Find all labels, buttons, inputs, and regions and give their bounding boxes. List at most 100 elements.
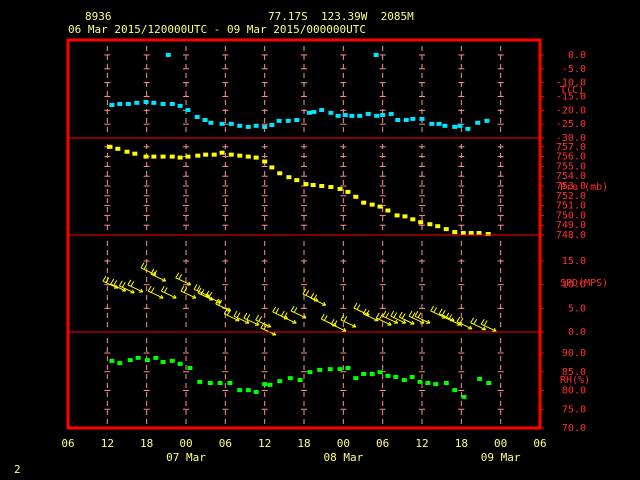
data-point [468, 231, 474, 236]
data-point [207, 381, 213, 385]
data-point [132, 151, 138, 156]
wind-barb [175, 272, 192, 286]
data-point [165, 52, 171, 57]
wind-barb [398, 311, 415, 325]
wind-barb [180, 285, 197, 299]
data-point [245, 124, 251, 129]
data-point [377, 370, 383, 375]
wind-barb [280, 310, 297, 324]
data-point [144, 358, 150, 363]
data-point [127, 358, 133, 363]
plot-frame [66, 38, 542, 430]
x-tick-label: 06 [61, 437, 74, 450]
data-point [365, 111, 371, 116]
data-point [245, 388, 251, 393]
data-point [211, 152, 217, 157]
y-tick-label: 5.0 [568, 303, 586, 314]
x-tick-label: 12 [101, 437, 114, 450]
date-label: 07 Mar [166, 451, 206, 464]
data-point [373, 52, 379, 57]
data-point [353, 194, 359, 199]
wind-barb [260, 322, 277, 336]
y-axis-title: RH(%) [560, 375, 590, 386]
wind-barb [127, 279, 144, 293]
data-point [310, 183, 316, 188]
data-point [452, 388, 458, 393]
wind-barb [362, 308, 379, 322]
data-point [177, 155, 183, 160]
data-point [410, 116, 416, 121]
x-tick-label: 00 [179, 437, 192, 450]
data-point [177, 103, 183, 108]
station-id: 8936 [85, 10, 112, 23]
data-point [262, 382, 268, 387]
data-point [443, 227, 449, 232]
data-point [345, 366, 351, 370]
data-point [476, 231, 482, 236]
wind-barb [310, 292, 327, 306]
data-point [169, 154, 175, 159]
data-point [385, 373, 391, 378]
data-point [262, 124, 268, 129]
y-tick-label: 0.0 [568, 327, 586, 338]
data-point [369, 372, 375, 376]
data-point [319, 108, 325, 113]
y-tick-label: 90.0 [562, 348, 586, 359]
y-tick-label: -30.0 [556, 133, 586, 144]
y-axis-title: SPD(MPS) [560, 278, 608, 289]
data-point [135, 355, 141, 360]
data-point [328, 184, 334, 189]
data-point [117, 361, 123, 366]
data-point [294, 178, 300, 183]
data-point [433, 382, 439, 387]
wind-barb [480, 318, 497, 332]
data-point [369, 202, 375, 207]
data-point [353, 376, 359, 381]
data-point [337, 367, 343, 372]
data-point [269, 122, 275, 127]
data-point [227, 381, 233, 385]
data-point [357, 113, 363, 118]
data-point [285, 118, 291, 123]
data-point [160, 154, 166, 159]
y-axis-title: Pre (mb) [560, 182, 608, 193]
data-point [277, 379, 283, 384]
data-point [219, 121, 225, 126]
data-point [228, 121, 234, 126]
data-point [107, 144, 113, 149]
data-point [228, 152, 234, 157]
y-tick-label: 85.0 [562, 367, 586, 378]
data-point [380, 113, 386, 118]
data-point [269, 165, 275, 170]
data-point [460, 231, 466, 236]
y-tick-label: -20.0 [556, 105, 586, 116]
data-point [486, 381, 492, 385]
y-tick-label: 756.0 [556, 152, 586, 163]
x-tick-label: 18 [455, 437, 468, 450]
data-point [143, 154, 149, 159]
data-point [361, 200, 367, 205]
data-point [287, 376, 293, 381]
wind-barb [223, 308, 240, 322]
data-point [436, 121, 442, 126]
data-point [443, 381, 449, 385]
data-point [253, 123, 259, 128]
wind-barb [118, 280, 135, 294]
date-label: 09 Mar [481, 451, 521, 464]
wind-barb [215, 298, 232, 312]
data-point [219, 150, 225, 155]
data-point [457, 123, 463, 128]
data-point [395, 118, 401, 123]
data-point [253, 155, 259, 160]
data-point [276, 118, 282, 123]
data-point [202, 118, 208, 123]
data-point [435, 224, 441, 229]
wind-barb [330, 318, 347, 332]
y-tick-label: 15.0 [562, 256, 586, 267]
wind-barb [272, 306, 289, 320]
data-point [335, 113, 341, 118]
data-point [109, 103, 115, 108]
data-point [253, 390, 259, 394]
